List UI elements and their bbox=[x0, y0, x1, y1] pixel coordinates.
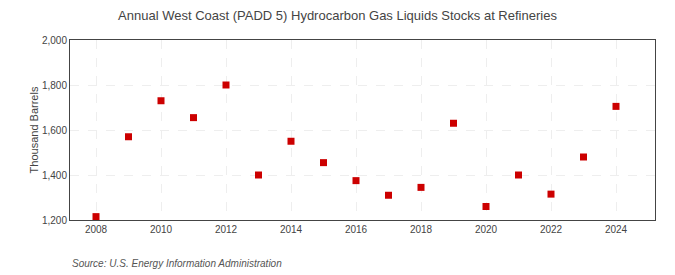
svg-text:Annual West Coast (PADD 5) Hyd: Annual West Coast (PADD 5) Hydrocarbon G… bbox=[118, 8, 557, 23]
svg-text:Source: U.S. Energy Informatio: Source: U.S. Energy Information Administ… bbox=[72, 258, 282, 269]
svg-text:2,000: 2,000 bbox=[42, 35, 67, 46]
svg-text:2010: 2010 bbox=[150, 224, 173, 235]
svg-text:2012: 2012 bbox=[215, 224, 238, 235]
svg-text:Thousand Barrels: Thousand Barrels bbox=[28, 86, 40, 173]
svg-text:1,200: 1,200 bbox=[42, 215, 67, 226]
svg-text:1,400: 1,400 bbox=[42, 170, 67, 181]
svg-text:2008: 2008 bbox=[85, 224, 108, 235]
svg-text:1,800: 1,800 bbox=[42, 80, 67, 91]
svg-text:2014: 2014 bbox=[280, 224, 303, 235]
svg-text:2022: 2022 bbox=[540, 224, 563, 235]
svg-text:2016: 2016 bbox=[345, 224, 368, 235]
svg-text:1,600: 1,600 bbox=[42, 125, 67, 136]
svg-text:2020: 2020 bbox=[475, 224, 498, 235]
svg-text:2018: 2018 bbox=[410, 224, 433, 235]
svg-text:2024: 2024 bbox=[605, 224, 628, 235]
